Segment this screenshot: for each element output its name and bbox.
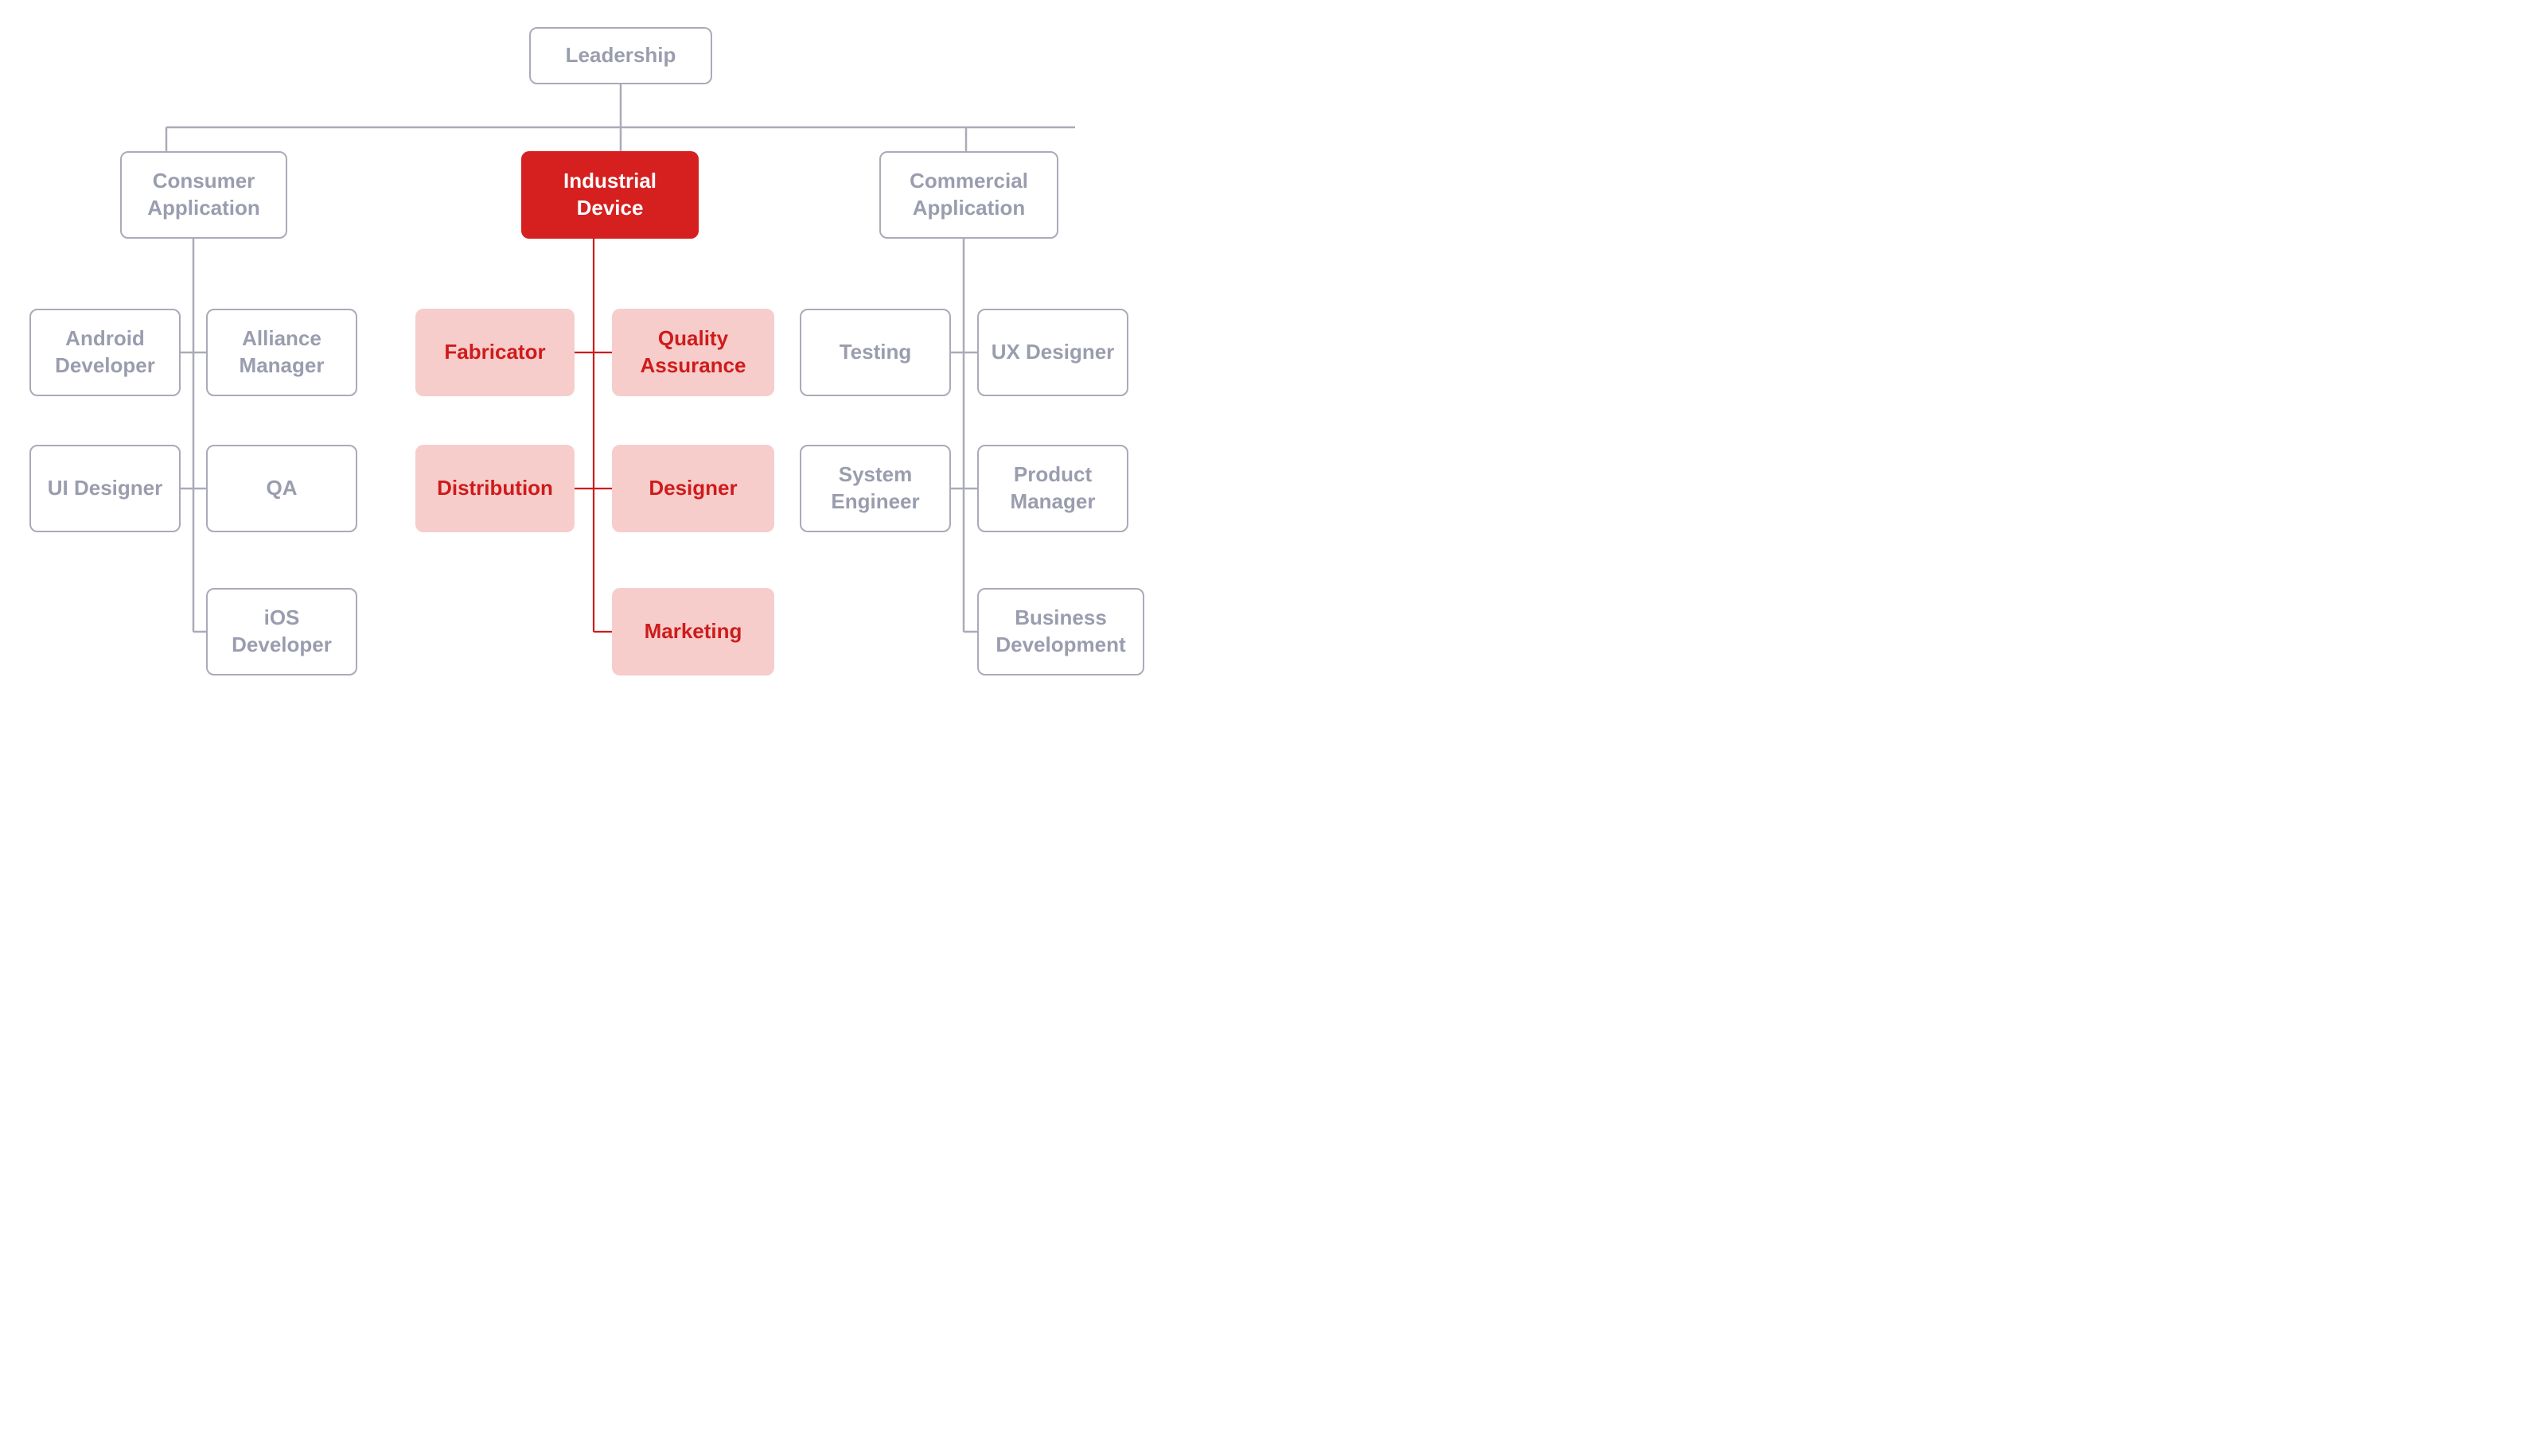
node-marketing: Marketing xyxy=(612,588,774,675)
node-alliance-manager: Alliance Manager xyxy=(206,309,357,396)
node-ux-designer: UX Designer xyxy=(977,309,1128,396)
node-label: Designer xyxy=(649,475,737,502)
node-label: System Engineer xyxy=(808,461,943,516)
node-label: Marketing xyxy=(645,618,742,645)
node-designer: Designer xyxy=(612,445,774,532)
node-fabricator: Fabricator xyxy=(415,309,575,396)
node-system-engineer: System Engineer xyxy=(800,445,951,532)
node-label: Alliance Manager xyxy=(214,325,349,380)
node-ios-developer: iOS Developer xyxy=(206,588,357,675)
node-ui-designer: UI Designer xyxy=(29,445,181,532)
node-label: UI Designer xyxy=(48,475,163,502)
node-testing: Testing xyxy=(800,309,951,396)
node-label: iOS Developer xyxy=(214,605,349,659)
node-label: Testing xyxy=(840,339,912,366)
node-commercial-application: Commercial Application xyxy=(879,151,1058,239)
node-label: QA xyxy=(267,475,298,502)
node-distribution: Distribution xyxy=(415,445,575,532)
node-label: Android Developer xyxy=(37,325,173,380)
node-label: Fabricator xyxy=(444,339,545,366)
node-quality-assurance: Quality Assurance xyxy=(612,309,774,396)
node-label: Consumer Application xyxy=(128,168,279,222)
node-industrial-device: Industrial Device xyxy=(521,151,699,239)
node-product-manager: Product Manager xyxy=(977,445,1128,532)
node-label: Distribution xyxy=(437,475,553,502)
node-label: Quality Assurance xyxy=(618,325,768,380)
node-leadership: Leadership xyxy=(529,27,712,84)
node-label: Commercial Application xyxy=(887,168,1050,222)
node-label: Industrial Device xyxy=(528,168,692,222)
node-consumer-application: Consumer Application xyxy=(120,151,287,239)
node-business-development: Business Development xyxy=(977,588,1144,675)
node-label: Business Development xyxy=(985,605,1136,659)
node-android-developer: Android Developer xyxy=(29,309,181,396)
node-qa: QA xyxy=(206,445,357,532)
node-label: UX Designer xyxy=(992,339,1115,366)
node-label: Leadership xyxy=(566,42,676,69)
node-label: Product Manager xyxy=(985,461,1120,516)
